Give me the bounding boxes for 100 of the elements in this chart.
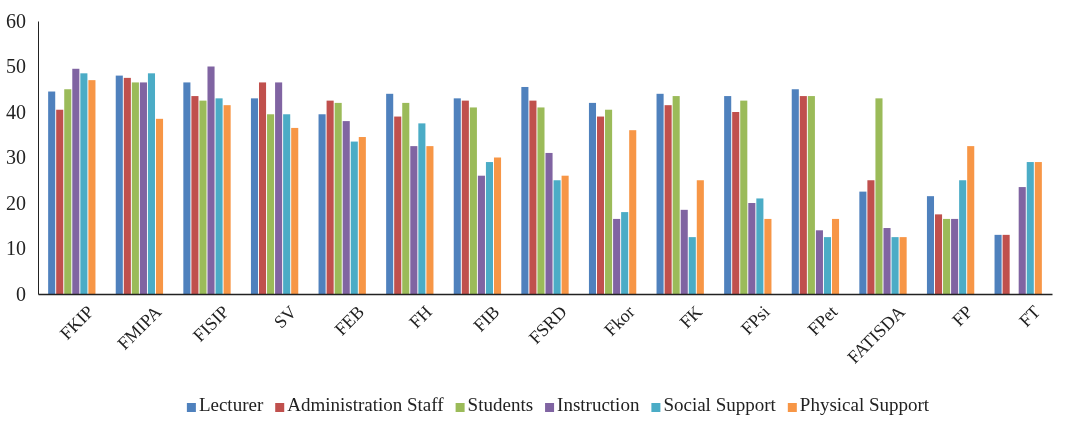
- bar: [223, 105, 231, 294]
- bar: [934, 214, 943, 294]
- bar: [318, 114, 326, 294]
- bar: [799, 96, 807, 294]
- x-tick-label: FIB: [469, 301, 504, 336]
- bar: [80, 73, 88, 294]
- bar: [147, 73, 156, 294]
- bar: [283, 114, 291, 294]
- bar: [545, 152, 553, 294]
- bar: [764, 218, 772, 294]
- bar: [1018, 187, 1026, 294]
- bar: [394, 116, 402, 294]
- bar: [807, 96, 815, 294]
- bar: [596, 116, 605, 294]
- legend-label: Physical Support: [799, 394, 930, 415]
- y-tick-label: 40: [6, 100, 26, 123]
- bar: [48, 91, 56, 294]
- bar: [823, 237, 832, 294]
- legend-label: Instruction: [557, 394, 640, 415]
- bar: [688, 237, 696, 294]
- bar: [724, 96, 732, 294]
- bar: [291, 127, 299, 294]
- bar: [521, 86, 529, 294]
- x-tick-label: SV: [270, 301, 301, 333]
- bar: [740, 100, 748, 294]
- legend-label: Social Support: [663, 394, 777, 415]
- bar: [756, 198, 764, 294]
- bar: [537, 107, 545, 294]
- legend-label: Lecturer: [198, 394, 264, 415]
- bar: [1026, 162, 1034, 294]
- bar: [250, 98, 259, 294]
- y-tick-label: 0: [16, 282, 26, 305]
- y-tick-label: 10: [6, 237, 26, 260]
- bar: [529, 100, 537, 294]
- bar: [267, 114, 275, 294]
- bar: [732, 112, 740, 294]
- bar: [139, 82, 147, 294]
- bar: [477, 175, 485, 294]
- bar: [815, 230, 823, 294]
- x-tick-label: Fkor: [600, 301, 639, 340]
- bar: [155, 118, 164, 294]
- bar: [461, 100, 469, 294]
- bar: [56, 109, 64, 294]
- bar: [123, 77, 131, 294]
- bar: [358, 137, 366, 294]
- bar: [859, 191, 867, 294]
- x-tick-label: FK: [675, 301, 707, 333]
- bar: [664, 105, 672, 294]
- bar: [621, 212, 629, 294]
- bar: [605, 109, 613, 294]
- bar: [967, 146, 975, 294]
- bar: [215, 98, 223, 294]
- legend-label: Students: [467, 394, 534, 415]
- bar: [326, 100, 334, 294]
- bar: [402, 102, 410, 294]
- x-tick-label: FEB: [330, 301, 369, 340]
- bar: [951, 218, 959, 294]
- bar: [891, 237, 899, 294]
- bar: [613, 218, 621, 294]
- bar: [926, 196, 935, 294]
- bar: [418, 123, 426, 294]
- y-tick-label: 30: [6, 146, 26, 169]
- bar: [748, 203, 756, 294]
- bar: [191, 96, 199, 294]
- bar: [207, 66, 215, 294]
- bar: [115, 75, 123, 294]
- bar: [469, 107, 477, 294]
- bar: [72, 68, 80, 294]
- bar: [453, 98, 461, 294]
- bar: [1034, 162, 1042, 294]
- x-tick-label: FH: [405, 301, 436, 333]
- bar: [131, 82, 139, 294]
- bar: [831, 218, 840, 294]
- bar: [656, 93, 664, 294]
- bar: [199, 100, 207, 294]
- bar: [350, 141, 358, 294]
- bar: [410, 146, 418, 294]
- bar: [258, 82, 267, 294]
- bar: [629, 130, 637, 294]
- bar: [561, 175, 569, 294]
- bar: [791, 89, 799, 294]
- bar: [867, 180, 875, 294]
- bar: [672, 96, 680, 294]
- bar: [959, 180, 967, 294]
- bar: [994, 234, 1002, 294]
- x-tick-label: FP: [948, 301, 977, 331]
- y-tick-label: 60: [6, 9, 26, 32]
- bar: [875, 98, 883, 294]
- x-tick-label: FPet: [803, 301, 842, 340]
- y-tick-label: 20: [6, 191, 26, 214]
- bar: [386, 93, 394, 294]
- bar: [899, 237, 907, 294]
- x-tick-label: FT: [1015, 301, 1045, 331]
- bar: [553, 180, 561, 294]
- bar: [493, 157, 502, 294]
- x-tick-label: FPsi: [736, 301, 774, 339]
- bar: [588, 102, 597, 294]
- bar: [183, 82, 191, 294]
- legend-label: Administration Staff: [287, 394, 445, 415]
- bar: [275, 82, 283, 294]
